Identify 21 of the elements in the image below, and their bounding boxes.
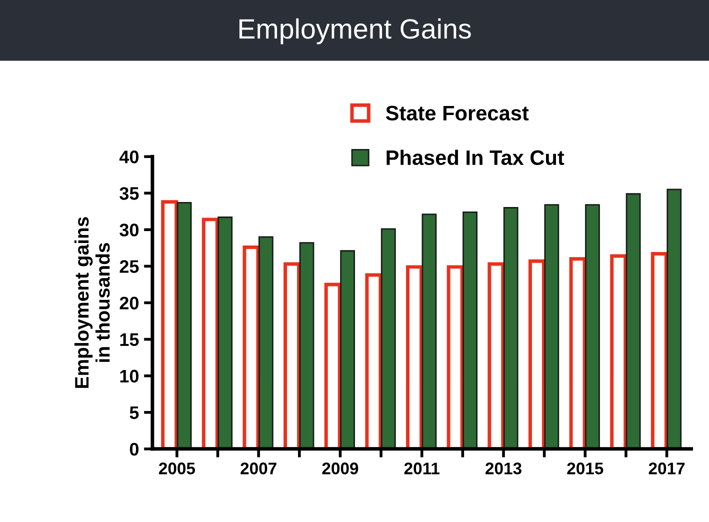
y-tick-label: 0 <box>130 442 138 456</box>
y-tick-label: 10 <box>120 370 138 383</box>
chart-title: Employment Gains <box>239 18 471 44</box>
y-tick-label: 25 <box>120 260 139 273</box>
x-tick-label: 2005 <box>158 462 196 474</box>
x-tick-label: 2017 <box>648 462 685 474</box>
y-axis-title: Employment gains in thousands <box>74 217 110 388</box>
y-tick-label: 5 <box>130 406 139 420</box>
y-tick-label: 40 <box>119 150 138 164</box>
x-tick-label: 2011 <box>404 462 440 474</box>
x-tick-label: 2015 <box>567 462 604 474</box>
legend-label: State Forecast <box>386 106 529 121</box>
y-tick-label: 30 <box>120 224 138 236</box>
x-tick-label: 2013 <box>486 462 522 474</box>
y-tick-label: 20 <box>120 296 138 310</box>
bar <box>422 214 437 449</box>
legend-label: Phased In Tax Cut <box>386 150 564 166</box>
x-tick-label: 2007 <box>240 462 276 474</box>
y-tick-label: 15 <box>120 333 139 346</box>
x-tick-label: 2009 <box>322 462 358 474</box>
y-tick-label: 35 <box>120 187 139 200</box>
